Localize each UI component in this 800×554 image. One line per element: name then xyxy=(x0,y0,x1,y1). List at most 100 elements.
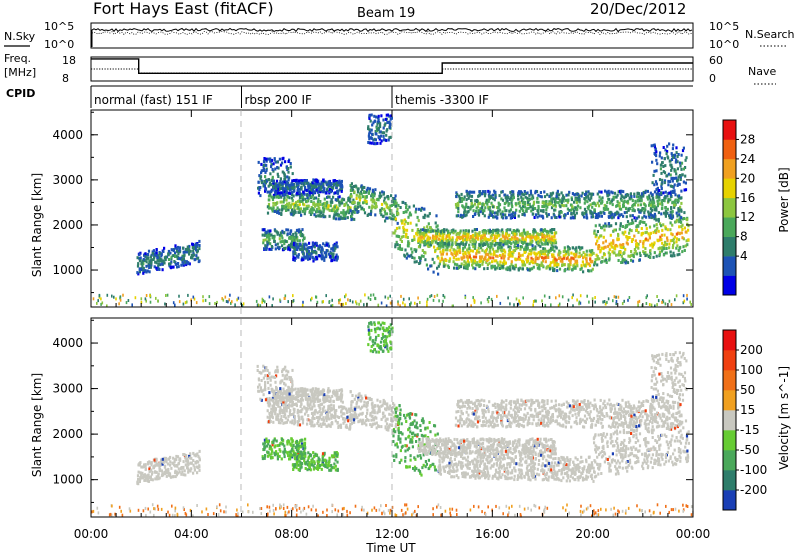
scatter-cell xyxy=(308,253,310,256)
scatter-cell xyxy=(583,216,585,219)
scatter-cell xyxy=(590,250,592,253)
scatter-cell xyxy=(367,141,369,144)
scatter-cell xyxy=(577,205,579,208)
scatter-cell xyxy=(562,295,564,298)
scatter-cell xyxy=(142,272,144,275)
scatter-cell xyxy=(563,214,565,217)
scatter-cell xyxy=(461,258,463,261)
scatter-cell xyxy=(476,199,478,202)
scatter-cell xyxy=(407,236,409,239)
scatter-cell xyxy=(622,215,624,218)
scatter-cell xyxy=(460,214,462,217)
scatter-cell xyxy=(616,237,618,240)
scatter-cell xyxy=(556,195,558,198)
scatter-cell xyxy=(534,216,536,219)
scatter-cell xyxy=(674,154,676,157)
scatter-cell xyxy=(466,255,468,258)
scatter-cell xyxy=(161,474,163,477)
scatter-cell xyxy=(292,172,294,175)
scatter-cell xyxy=(588,263,590,266)
scatter-cell xyxy=(168,258,170,261)
scatter-cell xyxy=(279,237,281,240)
scatter-cell xyxy=(444,242,446,245)
scatter-cell xyxy=(258,378,260,381)
scatter-cell xyxy=(597,230,599,233)
scatter-cell xyxy=(333,179,335,182)
scatter-cell xyxy=(610,224,612,227)
scatter-cell xyxy=(137,262,139,265)
scatter-cell xyxy=(150,255,152,258)
radar-summary-plot: Fort Hays East (fitACF) Beam 19 20/Dec/2… xyxy=(0,0,800,554)
scatter-cell xyxy=(269,447,271,450)
scatter-cell xyxy=(280,380,282,383)
scatter-cell xyxy=(154,470,156,473)
scatter-cell xyxy=(268,372,270,375)
scatter-cell xyxy=(627,299,629,302)
scatter-cell xyxy=(480,210,482,213)
scatter-cell xyxy=(660,172,662,175)
freq-label: Freq. xyxy=(4,52,31,65)
scatter-cell xyxy=(281,457,283,460)
scatter-cell xyxy=(363,303,365,306)
scatter-cell xyxy=(321,182,323,185)
cpid-modes: normal (fast) 151 IF rbsp 200 IF themis -3… xyxy=(91,86,489,108)
scatter-cell xyxy=(492,265,494,268)
scatter-cell xyxy=(414,261,416,264)
scatter-cell xyxy=(592,215,594,218)
scatter-cell xyxy=(265,188,267,191)
scatter-cell xyxy=(457,250,459,253)
scatter-cell xyxy=(325,255,327,258)
scatter-cell xyxy=(385,134,387,137)
scatter-cell xyxy=(604,300,606,303)
scatter-cell xyxy=(176,247,178,250)
scatter-cell xyxy=(454,263,456,266)
scatter-cell xyxy=(529,205,531,208)
scatter-cell xyxy=(483,209,485,212)
scatter-cell xyxy=(140,268,142,271)
scatter-cell xyxy=(426,215,428,218)
scatter-cell xyxy=(684,189,686,192)
scatter-cell xyxy=(196,466,198,469)
scatter-cell xyxy=(487,238,489,241)
scatter-cell xyxy=(653,174,655,177)
scatter-cell xyxy=(276,366,278,369)
scatter-cell xyxy=(666,252,668,255)
scatter-cell xyxy=(567,248,569,251)
scatter-cell xyxy=(410,213,412,216)
scatter-cell xyxy=(615,296,617,299)
scatter-cell xyxy=(413,257,415,260)
scatter-cell xyxy=(589,199,591,202)
scatter-cell xyxy=(199,450,201,453)
scatter-cell xyxy=(489,191,491,194)
scatter-cell xyxy=(680,221,682,224)
nsearch-tick-high: 10^5 xyxy=(709,20,739,33)
scatter-cell xyxy=(357,190,359,193)
scatter-cell xyxy=(439,242,441,245)
scatter-cell xyxy=(296,255,298,258)
scatter-cell xyxy=(362,186,364,189)
scatter-cell xyxy=(676,244,678,247)
scatter-cell xyxy=(299,200,301,203)
scatter-cell xyxy=(597,202,599,205)
scatter-cell xyxy=(165,256,167,259)
scatter-cell xyxy=(507,199,509,202)
scatter-cell xyxy=(646,296,648,299)
scatter-cell xyxy=(410,247,412,250)
scatter-cell xyxy=(466,235,468,238)
scatter-cell xyxy=(468,192,470,195)
scatter-cell xyxy=(677,155,679,158)
scatter-cell xyxy=(542,250,544,253)
freq-panel-frame xyxy=(91,57,693,81)
scatter-cell xyxy=(639,240,641,243)
scatter-cell xyxy=(285,187,287,190)
scatter-cell xyxy=(541,205,543,208)
scatter-cell xyxy=(306,253,308,256)
scatter-cell xyxy=(676,237,678,240)
scatter-cell xyxy=(418,262,420,265)
scatter-cell xyxy=(635,225,637,228)
scatter-cell xyxy=(353,218,355,221)
scatter-cell xyxy=(562,194,564,197)
scatter-cell xyxy=(485,250,487,253)
scatter-cell xyxy=(658,230,660,233)
scatter-cell xyxy=(403,231,405,234)
